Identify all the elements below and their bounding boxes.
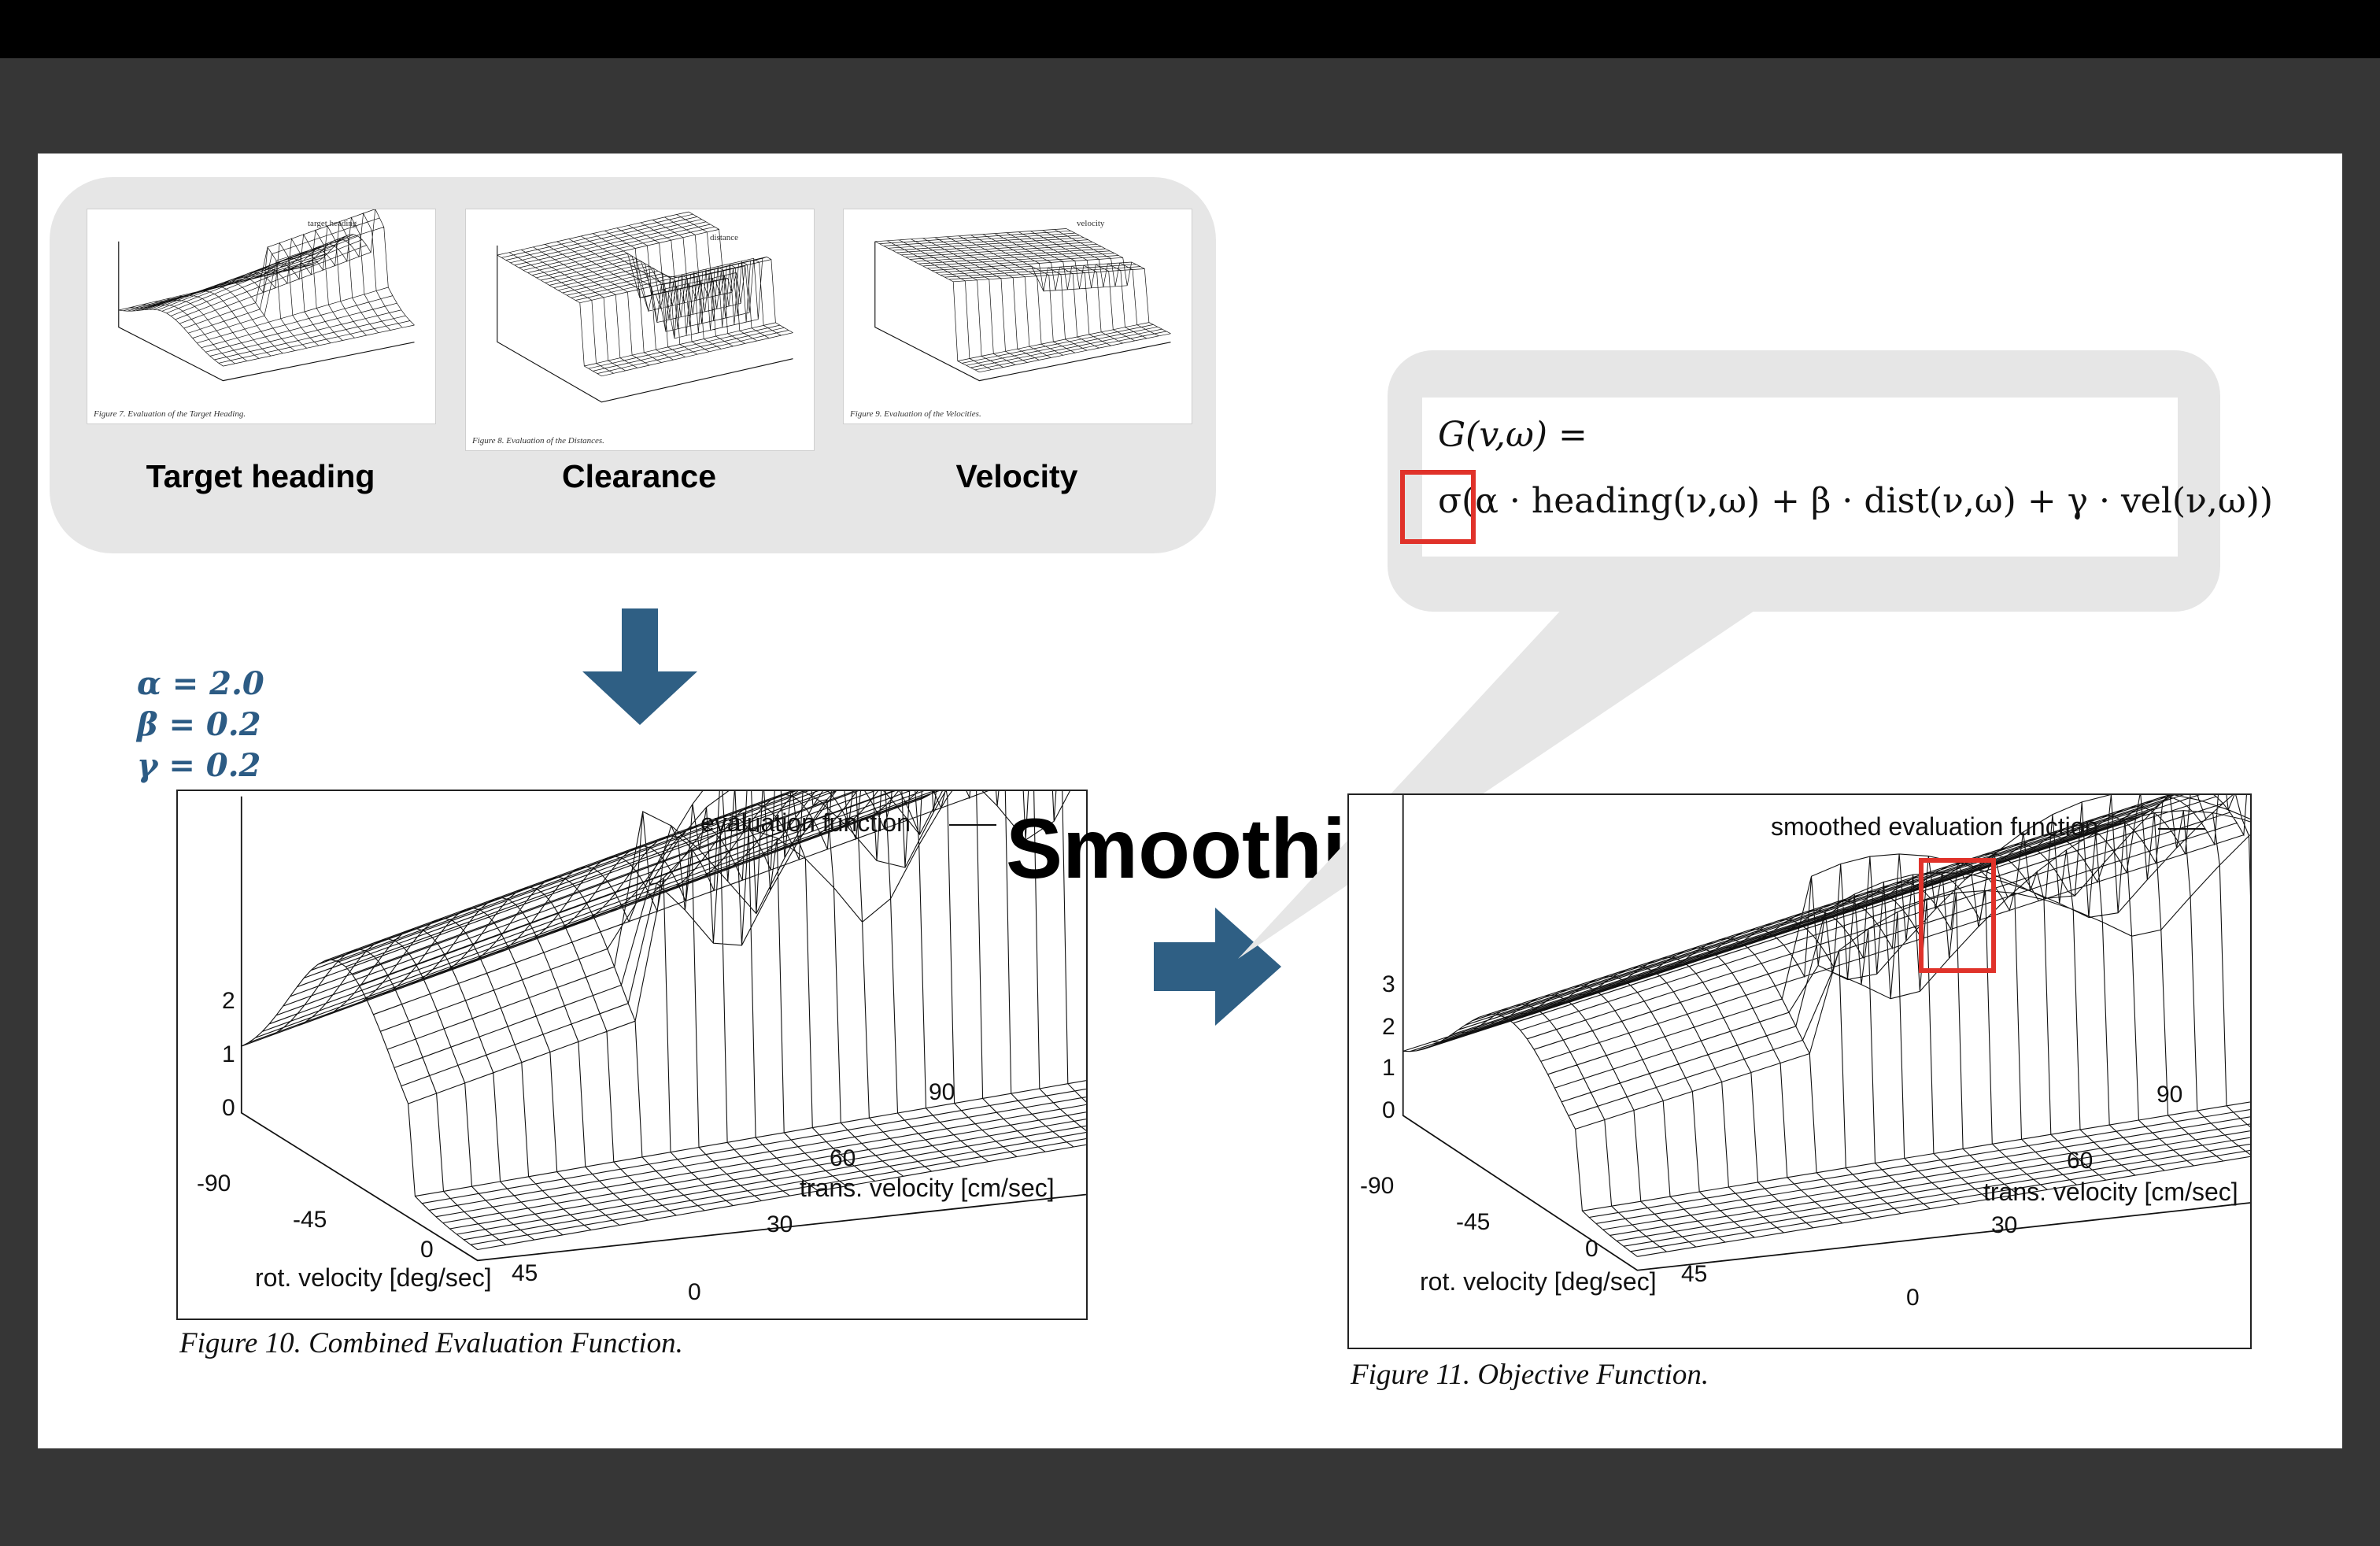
equation-line-1: G(v,ω) = [1438, 415, 1587, 455]
peak-highlight-box [1919, 858, 1996, 973]
trans-velocity-axis-label: trans. velocity [cm/sec] [800, 1174, 1055, 1202]
rot-tick: -45 [1456, 1209, 1491, 1235]
rot-tick: 45 [1681, 1261, 1708, 1287]
legend-line-sample [949, 824, 996, 826]
surface-wireframe [874, 228, 1171, 382]
combined-figure-caption: Figure 10. Combined Evaluation Function. [179, 1327, 683, 1359]
objective-figure-caption: Figure 11. Objective Function. [1351, 1359, 1709, 1391]
z-tick: 1 [222, 1041, 235, 1067]
trans-tick: 90 [929, 1079, 955, 1105]
rot-tick: -45 [293, 1207, 327, 1233]
clearance-thumbnail: Figure 8. Evaluation of the Distances. d… [465, 209, 815, 451]
trans-velocity-axis-label: trans. velocity [cm/sec] [1983, 1178, 2238, 1206]
top-black-bar [0, 0, 2380, 58]
trans-tick: 0 [688, 1279, 701, 1305]
right-arrow-icon [1154, 908, 1281, 1026]
target-heading-label: Target heading [146, 458, 375, 494]
equation-line-2: σ(α · heading(ν,ω) + β · dist(ν,ω) + γ ·… [1438, 481, 2274, 521]
velocity-label: Velocity [955, 458, 1078, 494]
equation-callout: G(v,ω) = σ(α · heading(ν,ω) + β · dist(ν… [1388, 350, 2273, 612]
thumbnail-caption: Figure 9. Evaluation of the Velocities. [850, 409, 981, 419]
clearance-label: Clearance [561, 458, 716, 494]
z-tick: 2 [1382, 1014, 1395, 1040]
trans-tick: 60 [2067, 1148, 2094, 1174]
rot-tick: -90 [1360, 1173, 1395, 1199]
trans-tick: 60 [830, 1145, 856, 1171]
down-arrow-icon [582, 608, 697, 725]
beta-weight: β = 0.2 [137, 706, 261, 743]
input-evaluations-panel: Figure 7. Evaluation of the Target Headi… [50, 177, 1216, 553]
rot-tick: 0 [1585, 1236, 1598, 1262]
equation-box: G(v,ω) = σ(α · heading(ν,ω) + β · dist(ν… [1400, 398, 2273, 557]
rot-velocity-axis-label: rot. velocity [deg/sec] [1420, 1267, 1657, 1296]
surface-wireframe [240, 791, 1086, 1262]
rot-tick: 0 [420, 1237, 434, 1263]
gamma-weight: γ = 0.2 [137, 747, 261, 784]
z-tick: 1 [1382, 1055, 1395, 1081]
rot-tick: 45 [512, 1260, 538, 1286]
thumbnail-legend: distance [710, 233, 739, 242]
sigma-highlight-box [1400, 470, 1476, 544]
alpha-weight: α = 2.0 [137, 665, 264, 702]
thumbnail-legend: velocity [1077, 219, 1105, 228]
trans-tick: 90 [2156, 1082, 2183, 1108]
slide-canvas: Figure 7. Evaluation of the Target Headi… [38, 153, 2342, 1448]
trans-tick: 30 [767, 1211, 793, 1237]
figure-legend: smoothed evaluation function [1771, 812, 2099, 841]
surface-wireframe [1402, 795, 2250, 1271]
rot-tick: -90 [197, 1171, 231, 1196]
surface-wireframe [497, 211, 793, 403]
target-heading-thumbnail: Figure 7. Evaluation of the Target Headi… [87, 209, 436, 424]
objective-function-figure: smoothed evaluation function 3 2 1 0 -90… [1347, 793, 2252, 1349]
surface-wireframe [118, 209, 415, 382]
combined-evaluation-figure: evaluation function 2 1 0 -90 -45 0 45 9… [176, 790, 1088, 1320]
trans-tick: 30 [1991, 1212, 2018, 1238]
z-tick: 3 [1382, 971, 1395, 997]
thumbnail-caption: Figure 7. Evaluation of the Target Headi… [94, 409, 246, 419]
rot-velocity-axis-label: rot. velocity [deg/sec] [255, 1263, 492, 1292]
z-tick: 0 [222, 1095, 235, 1121]
thumbnail-caption: Figure 8. Evaluation of the Distances. [472, 436, 604, 446]
thumbnail-legend: target heading [308, 219, 357, 228]
figure-legend: evaluation function [700, 808, 911, 837]
velocity-thumbnail: Figure 9. Evaluation of the Velocities. … [843, 209, 1192, 424]
trans-tick: 0 [1906, 1285, 1920, 1311]
z-tick: 2 [222, 988, 235, 1014]
z-tick: 0 [1382, 1097, 1395, 1123]
legend-line-sample [2158, 828, 2205, 830]
